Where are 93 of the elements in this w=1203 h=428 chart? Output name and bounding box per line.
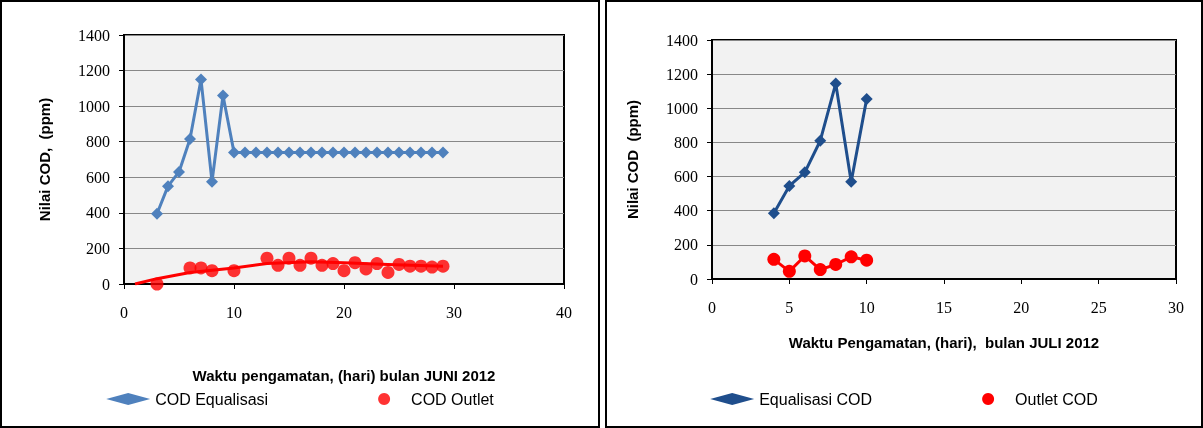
- point: [798, 166, 811, 179]
- x-tick-label: 30: [1168, 298, 1184, 316]
- point: [437, 146, 449, 159]
- point: [316, 146, 328, 159]
- point: [150, 277, 164, 291]
- point: [315, 258, 329, 272]
- point: [205, 264, 219, 278]
- point: [783, 179, 796, 192]
- point: [271, 258, 285, 272]
- point: [337, 264, 351, 278]
- point: [382, 146, 394, 159]
- point: [415, 146, 427, 159]
- y-tick-label: 1200: [666, 65, 698, 83]
- x-axis-title: Waktu pengamatan, (hari) bulan JUNI 2012: [192, 367, 496, 384]
- point: [393, 146, 405, 159]
- x-tick-label: 15: [936, 298, 952, 316]
- x-tick-label: 10: [858, 298, 875, 316]
- point: [239, 146, 251, 159]
- x-tick-label: 0: [120, 303, 128, 321]
- x-tick-label: 30: [446, 303, 462, 321]
- y-tick-label: 0: [102, 275, 110, 293]
- point: [348, 256, 362, 270]
- y-tick-label: 400: [674, 202, 698, 220]
- y-axis-title: Nilai COD (ppm): [624, 99, 641, 220]
- y-tick-label: 800: [86, 133, 110, 151]
- x-tick-label: 40: [556, 303, 572, 321]
- point: [305, 146, 317, 159]
- point: [283, 146, 295, 159]
- point: [338, 146, 350, 159]
- point: [860, 92, 873, 105]
- point: [860, 253, 874, 267]
- point: [844, 250, 858, 264]
- point: [162, 180, 174, 193]
- point: [304, 251, 318, 265]
- y-tick-label: 200: [674, 236, 698, 254]
- point: [813, 263, 827, 277]
- y-tick-label: 600: [674, 168, 698, 186]
- point: [426, 146, 438, 159]
- y-tick-label: 1000: [78, 97, 110, 115]
- x-tick-label: 10: [226, 303, 242, 321]
- point: [282, 251, 296, 265]
- point: [327, 146, 339, 159]
- x-tick-label: 20: [336, 303, 352, 321]
- point: [829, 257, 843, 271]
- y-tick-label: 1000: [666, 99, 698, 117]
- point: [767, 252, 781, 266]
- point: [392, 257, 406, 271]
- x-tick-label: 0: [708, 298, 716, 316]
- y-tick-label: 200: [86, 239, 110, 257]
- y-tick-label: 400: [86, 204, 110, 222]
- point: [260, 251, 274, 265]
- point: [798, 249, 812, 263]
- point: [349, 146, 361, 159]
- point: [227, 264, 241, 278]
- x-tick-label: 5: [785, 298, 794, 316]
- point: [360, 146, 372, 159]
- point: [371, 146, 383, 159]
- legend-label: Equalisasi COD: [759, 390, 873, 408]
- point: [814, 134, 827, 147]
- point: [359, 262, 373, 276]
- point: [173, 165, 185, 178]
- x-axis-title: Waktu Pengamatan, (hari), bulan JULI 2012: [788, 334, 1100, 351]
- point: [151, 207, 163, 220]
- legend-label: COD Equalisasi: [155, 390, 269, 408]
- legend-label: COD Outlet: [411, 390, 495, 408]
- y-tick-label: 1400: [666, 31, 698, 49]
- point: [436, 259, 450, 273]
- y-axis-title: Nilai COD, (ppm): [36, 97, 53, 222]
- legend-label: Outlet COD: [1015, 390, 1098, 408]
- point: [293, 258, 307, 272]
- point: [184, 133, 196, 146]
- point: [194, 261, 208, 275]
- point: [414, 259, 428, 273]
- point: [294, 146, 306, 159]
- y-tick-label: 1400: [78, 26, 110, 44]
- y-tick-label: 0: [690, 270, 698, 288]
- y-tick-label: 1200: [78, 62, 110, 80]
- point: [261, 146, 273, 159]
- point: [782, 264, 796, 278]
- point: [403, 259, 417, 273]
- x-tick-label: 25: [1090, 298, 1107, 316]
- x-tick-label: 20: [1013, 298, 1030, 316]
- point: [767, 207, 780, 220]
- point: [425, 260, 439, 274]
- point: [381, 265, 395, 279]
- point: [272, 146, 284, 159]
- point: [370, 257, 384, 271]
- y-tick-label: 600: [86, 168, 110, 186]
- point: [250, 146, 262, 159]
- point: [326, 257, 340, 271]
- y-tick-label: 800: [674, 133, 698, 151]
- point: [228, 146, 240, 159]
- point: [404, 146, 416, 159]
